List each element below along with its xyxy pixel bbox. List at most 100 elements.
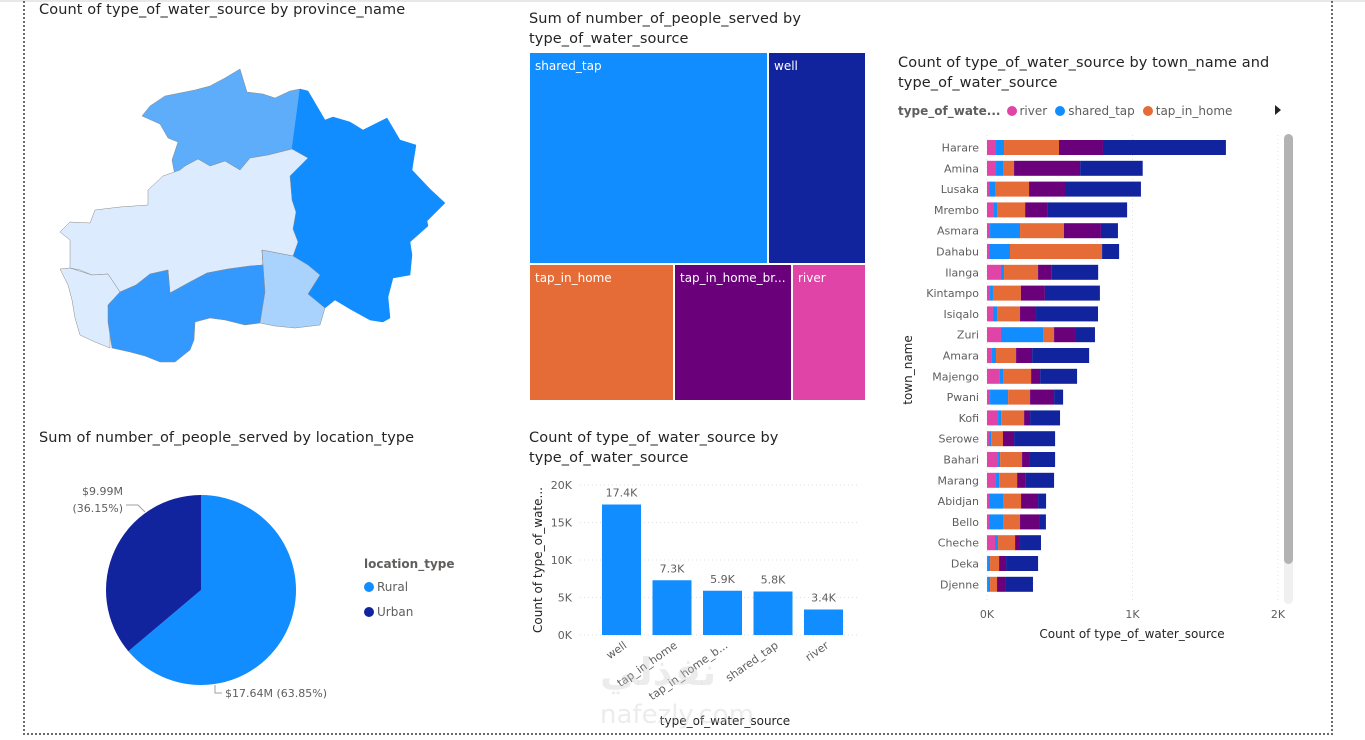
stacked-bar-segment-shared_tap[interactable] xyxy=(989,181,996,197)
stacked-bar-segment-well[interactable] xyxy=(1047,202,1128,218)
stacked-bar-segment-river[interactable] xyxy=(987,576,989,592)
stacked-bar-segment-tap_in_home_broken[interactable] xyxy=(1031,368,1041,384)
stacked-bar-segment-well[interactable] xyxy=(1075,327,1095,343)
stacked-bar-segment-tap_in_home_broken[interactable] xyxy=(1038,264,1052,280)
treemap-cell-shared-tap[interactable]: shared_tap xyxy=(529,52,768,264)
stacked-bar-segment-shared_tap[interactable] xyxy=(989,244,1010,259)
stacked-scrollbar[interactable] xyxy=(1284,134,1293,604)
stacked-bar-segment-tap_in_home_broken[interactable] xyxy=(1029,181,1065,197)
stacked-bar-segment-tap_in_home_broken[interactable] xyxy=(1025,202,1048,218)
stacked-bar-segment-tap_in_home[interactable] xyxy=(1004,140,1060,155)
stacked-bar-segment-well[interactable] xyxy=(1054,389,1064,405)
stacked-bar-segment-tap_in_home[interactable] xyxy=(996,348,1017,363)
legend-next-arrow-icon[interactable] xyxy=(1275,105,1281,115)
map-region-southeast[interactable] xyxy=(259,249,326,329)
stacked-bar-segment-tap_in_home_broken[interactable] xyxy=(1020,514,1040,530)
stacked-bar-segment-tap_in_home[interactable] xyxy=(1020,223,1064,239)
stacked-bar-segment-river[interactable] xyxy=(987,431,990,447)
stacked-bar-segment-river[interactable] xyxy=(987,327,1001,343)
pie-legend-item-urban[interactable]: Urban xyxy=(364,605,413,619)
stacked-bar-segment-well[interactable] xyxy=(1038,493,1047,509)
stacked-bar-segment-well[interactable] xyxy=(1014,431,1056,447)
stacked-bar-segment-tap_in_home_broken[interactable] xyxy=(1003,431,1015,447)
stacked-bar-segment-shared_tap[interactable] xyxy=(989,493,1004,509)
stacked-bar-segment-tap_in_home_broken[interactable] xyxy=(1063,223,1101,239)
stacked-bar-segment-river[interactable] xyxy=(987,348,992,363)
stacked-bar-segment-tap_in_home_broken[interactable] xyxy=(1014,160,1081,176)
stacked-bar-segment-river[interactable] xyxy=(987,285,991,301)
stacked-bar-segment-tap_in_home_broken[interactable] xyxy=(1017,472,1026,488)
stacked-bar-segment-river[interactable] xyxy=(987,264,1001,280)
stacked-bar-segment-tap_in_home_broken[interactable] xyxy=(1020,306,1037,322)
stacked-bar-segment-tap_in_home[interactable] xyxy=(995,181,1030,197)
stacked-bar-segment-tap_in_home[interactable] xyxy=(997,202,1026,218)
map-region-east[interactable] xyxy=(289,88,446,323)
stacked-bar-segment-shared_tap[interactable] xyxy=(996,160,1004,176)
stacked-bar-segment-tap_in_home[interactable] xyxy=(1004,264,1039,280)
stacked-bar-segment-river[interactable] xyxy=(987,389,991,405)
stacked-bar-segment-river[interactable] xyxy=(987,181,990,197)
legend-item-river[interactable]: river xyxy=(1006,104,1047,118)
stacked-bar-segment-river[interactable] xyxy=(987,306,993,322)
stacked-bar-segment-tap_in_home[interactable] xyxy=(999,472,1018,488)
stacked-bar-segment-tap_in_home[interactable] xyxy=(990,576,998,592)
stacked-bar-segment-tap_in_home_broken[interactable] xyxy=(1059,140,1103,155)
stacked-bar-segment-tap_in_home_broken[interactable] xyxy=(1030,389,1055,405)
column-bar-2[interactable] xyxy=(703,590,742,635)
stacked-bar-segment-tap_in_home[interactable] xyxy=(1003,514,1021,530)
stacked-bar-segment-shared_tap[interactable] xyxy=(990,389,1009,405)
stacked-bar-segment-shared_tap[interactable] xyxy=(993,202,998,218)
stacked-bar-segment-tap_in_home_broken[interactable] xyxy=(1021,493,1039,509)
legend-item-shared-tap[interactable]: shared_tap xyxy=(1055,104,1135,118)
stacked-bar-segment-shared_tap[interactable] xyxy=(995,535,999,551)
stacked-bar-segment-well[interactable] xyxy=(1039,514,1046,530)
stacked-bar-segment-tap_in_home_broken[interactable] xyxy=(1016,348,1033,363)
stacked-bar-segment-tap_in_home[interactable] xyxy=(1003,368,1032,384)
stacked-bar-segment-shared_tap[interactable] xyxy=(990,223,1021,239)
stacked-bar-segment-river[interactable] xyxy=(987,202,994,218)
stacked-bar-segment-river[interactable] xyxy=(987,514,990,530)
stacked-bar-segment-tap_in_home[interactable] xyxy=(991,431,1004,447)
stacked-scrollbar-thumb[interactable] xyxy=(1284,134,1293,564)
stacked-bar-segment-well[interactable] xyxy=(1032,348,1090,363)
stacked-bar-segment-shared_tap[interactable] xyxy=(989,514,1004,530)
stacked-bar-segment-tap_in_home[interactable] xyxy=(1001,410,1025,426)
stacked-bar-segment-shared_tap[interactable] xyxy=(989,431,992,447)
stacked-bar-segment-tap_in_home_broken[interactable] xyxy=(999,556,1007,571)
treemap-cell-tap-in-home[interactable]: tap_in_home xyxy=(529,264,674,401)
treemap-cell-tap-in-home-broken[interactable]: tap_in_home_br... xyxy=(674,264,792,401)
treemap-cell-river[interactable]: river xyxy=(792,264,866,401)
stacked-bar-segment-well[interactable] xyxy=(1044,285,1100,301)
stacked-bar-segment-shared_tap[interactable] xyxy=(990,285,993,301)
column-bar-0[interactable] xyxy=(602,504,641,636)
stacked-bar-segment-well[interactable] xyxy=(1006,556,1039,571)
stacked-bar-segment-river[interactable] xyxy=(987,244,990,259)
stacked-bar-segment-shared_tap[interactable] xyxy=(991,348,997,363)
stacked-bar-segment-shared_tap[interactable] xyxy=(1000,264,1005,280)
stacked-bar-segment-well[interactable] xyxy=(1020,535,1041,551)
stacked-bar-segment-shared_tap[interactable] xyxy=(996,140,1005,155)
stacked-bar-segment-shared_tap[interactable] xyxy=(988,576,991,592)
stacked-bar-segment-tap_in_home[interactable] xyxy=(1000,452,1023,467)
stacked-bar-segment-well[interactable] xyxy=(1040,368,1078,384)
pie-slice-rural[interactable] xyxy=(128,495,296,685)
stacked-bar-segment-well[interactable] xyxy=(1102,140,1226,155)
stacked-bar-segment-shared_tap[interactable] xyxy=(988,556,991,571)
stacked-bar-segment-river[interactable] xyxy=(987,368,1000,384)
stacked-bar-segment-tap_in_home_broken[interactable] xyxy=(1054,327,1076,343)
stacked-bar-segment-well[interactable] xyxy=(1100,223,1118,239)
stacked-bar-segment-river[interactable] xyxy=(987,410,999,426)
stacked-bar-segment-well[interactable] xyxy=(1025,472,1055,488)
stacked-bar-segment-shared_tap[interactable] xyxy=(999,368,1004,384)
province-map[interactable] xyxy=(50,60,460,370)
stacked-bar-segment-river[interactable] xyxy=(987,472,997,488)
stacked-bar-segment-river[interactable] xyxy=(987,223,991,239)
stacked-bar-segment-river[interactable] xyxy=(987,535,996,551)
column-bar-1[interactable] xyxy=(652,580,692,635)
stacked-bar-segment-tap_in_home[interactable] xyxy=(998,535,1016,551)
stacked-bar-segment-well[interactable] xyxy=(1102,244,1120,259)
stacked-bar-segment-river[interactable] xyxy=(987,452,999,467)
stacked-bar-segment-tap_in_home_broken[interactable] xyxy=(997,576,1006,592)
stacked-bar-segment-tap_in_home_broken[interactable] xyxy=(1020,285,1045,301)
stacked-bar-segment-tap_in_home[interactable] xyxy=(1008,389,1031,405)
